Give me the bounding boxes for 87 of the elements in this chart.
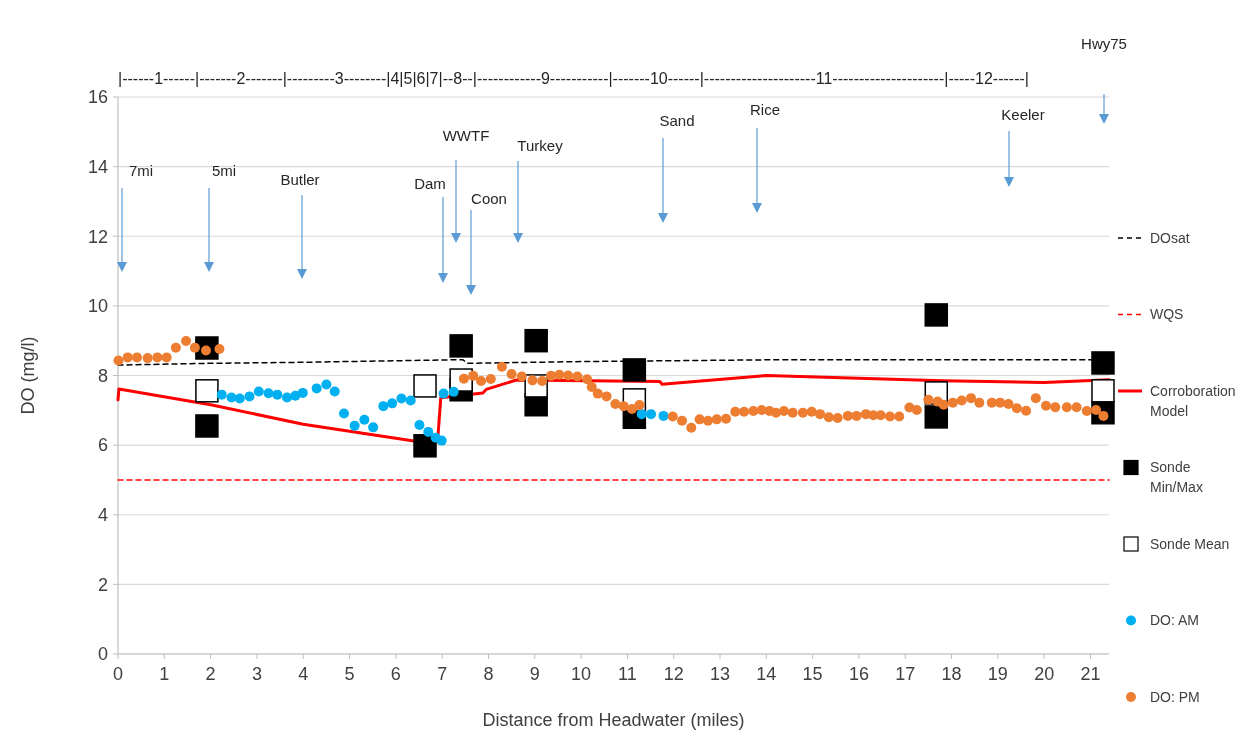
x-tick-label: 12 [663, 664, 684, 684]
text: |------1------|-------2-------|---------3--------|4|5|6|7|--8--|------------9-----------|-------10------|---------------------11---------------------|-----12------| [118, 70, 1029, 87]
y-tick-label: 6 [97, 435, 108, 456]
legend-label: DOsat [1150, 229, 1190, 246]
x-tick-label: 20 [1034, 664, 1055, 684]
point [263, 388, 274, 399]
point [282, 392, 293, 403]
y-tick-label: 10 [87, 296, 108, 317]
x-tick-label: 9 [529, 664, 540, 684]
x-tick-label: 19 [987, 664, 1008, 684]
y-tick-label: 12 [87, 226, 108, 247]
point [329, 386, 340, 397]
point [414, 419, 425, 430]
x-tick-label: 14 [756, 664, 777, 684]
annotation: 5mi [211, 162, 237, 179]
point [349, 420, 360, 431]
point [378, 401, 389, 412]
legend-label: Corroboration Model [1150, 382, 1236, 419]
annotation: 7mi [128, 162, 154, 179]
point [272, 389, 283, 400]
point [405, 395, 416, 406]
x-tick-label: 5 [344, 664, 355, 684]
x-tick-label: 7 [437, 664, 448, 684]
x-tick-label: 4 [298, 664, 309, 684]
y-tick-label: 0 [97, 644, 108, 665]
x-tick-label: 15 [802, 664, 823, 684]
point [436, 435, 447, 446]
point [658, 410, 669, 421]
legend-label: DO: AM [1150, 612, 1200, 629]
x-axis-title: Distance from Headwater (miles) [482, 710, 745, 730]
point [368, 422, 379, 433]
point [321, 379, 332, 390]
annotation: Coon [471, 190, 507, 207]
y-tick-label: 16 [87, 87, 108, 108]
x-tick-label: 16 [848, 664, 869, 684]
point [924, 405, 949, 429]
x-tick-label: 17 [895, 664, 916, 684]
x-tick-label: 1 [159, 664, 170, 684]
x-tick-label: 13 [709, 664, 731, 684]
point [438, 388, 449, 399]
legend-label: Sonde Mean [1150, 535, 1230, 552]
legend-label: Sonde Min/Max [1150, 459, 1203, 496]
x-tick-label: 8 [483, 664, 494, 684]
x-tick-label: 21 [1080, 664, 1101, 684]
annotation: Sand [659, 112, 695, 129]
x-tick-label: 11 [618, 664, 637, 684]
point [216, 389, 227, 400]
point [524, 328, 548, 353]
annotation: Butler [280, 171, 320, 188]
point [449, 334, 473, 358]
point [622, 358, 647, 382]
legend-label: WQS [1150, 306, 1184, 323]
annotation: Dam [414, 175, 446, 192]
point [924, 303, 949, 327]
x-tick-label: 3 [251, 664, 262, 684]
point [448, 386, 459, 397]
y-tick-label: 8 [97, 365, 108, 386]
point [311, 383, 322, 394]
y-tick-label: 4 [97, 505, 108, 526]
x-tick-label: 0 [112, 664, 124, 684]
y-tick-label: 14 [87, 156, 108, 177]
annotation: Keeler [1001, 106, 1045, 123]
point [338, 408, 349, 419]
x-tick-label: 10 [571, 664, 592, 684]
point [1091, 351, 1115, 375]
point [413, 434, 437, 458]
annotation: WWTF [442, 127, 490, 144]
point [359, 414, 370, 425]
point [234, 393, 245, 404]
x-tick-label: 18 [941, 664, 962, 684]
point [244, 391, 255, 402]
point [396, 393, 407, 404]
y-axis-title: DO (mg/l) [18, 336, 38, 415]
point [646, 409, 657, 420]
annotation: Rice [749, 101, 781, 118]
point [253, 386, 264, 397]
point [297, 387, 308, 398]
text: Hwy75 [1081, 35, 1127, 52]
legend-label: DO: PM [1150, 688, 1200, 705]
point [636, 409, 647, 420]
annotation: Turkey [517, 137, 564, 154]
y-tick-label: 2 [97, 574, 108, 595]
x-tick-label: 6 [390, 664, 401, 684]
x-tick-label: 2 [205, 664, 216, 684]
point [423, 426, 434, 437]
point [387, 398, 398, 409]
point [195, 414, 219, 438]
